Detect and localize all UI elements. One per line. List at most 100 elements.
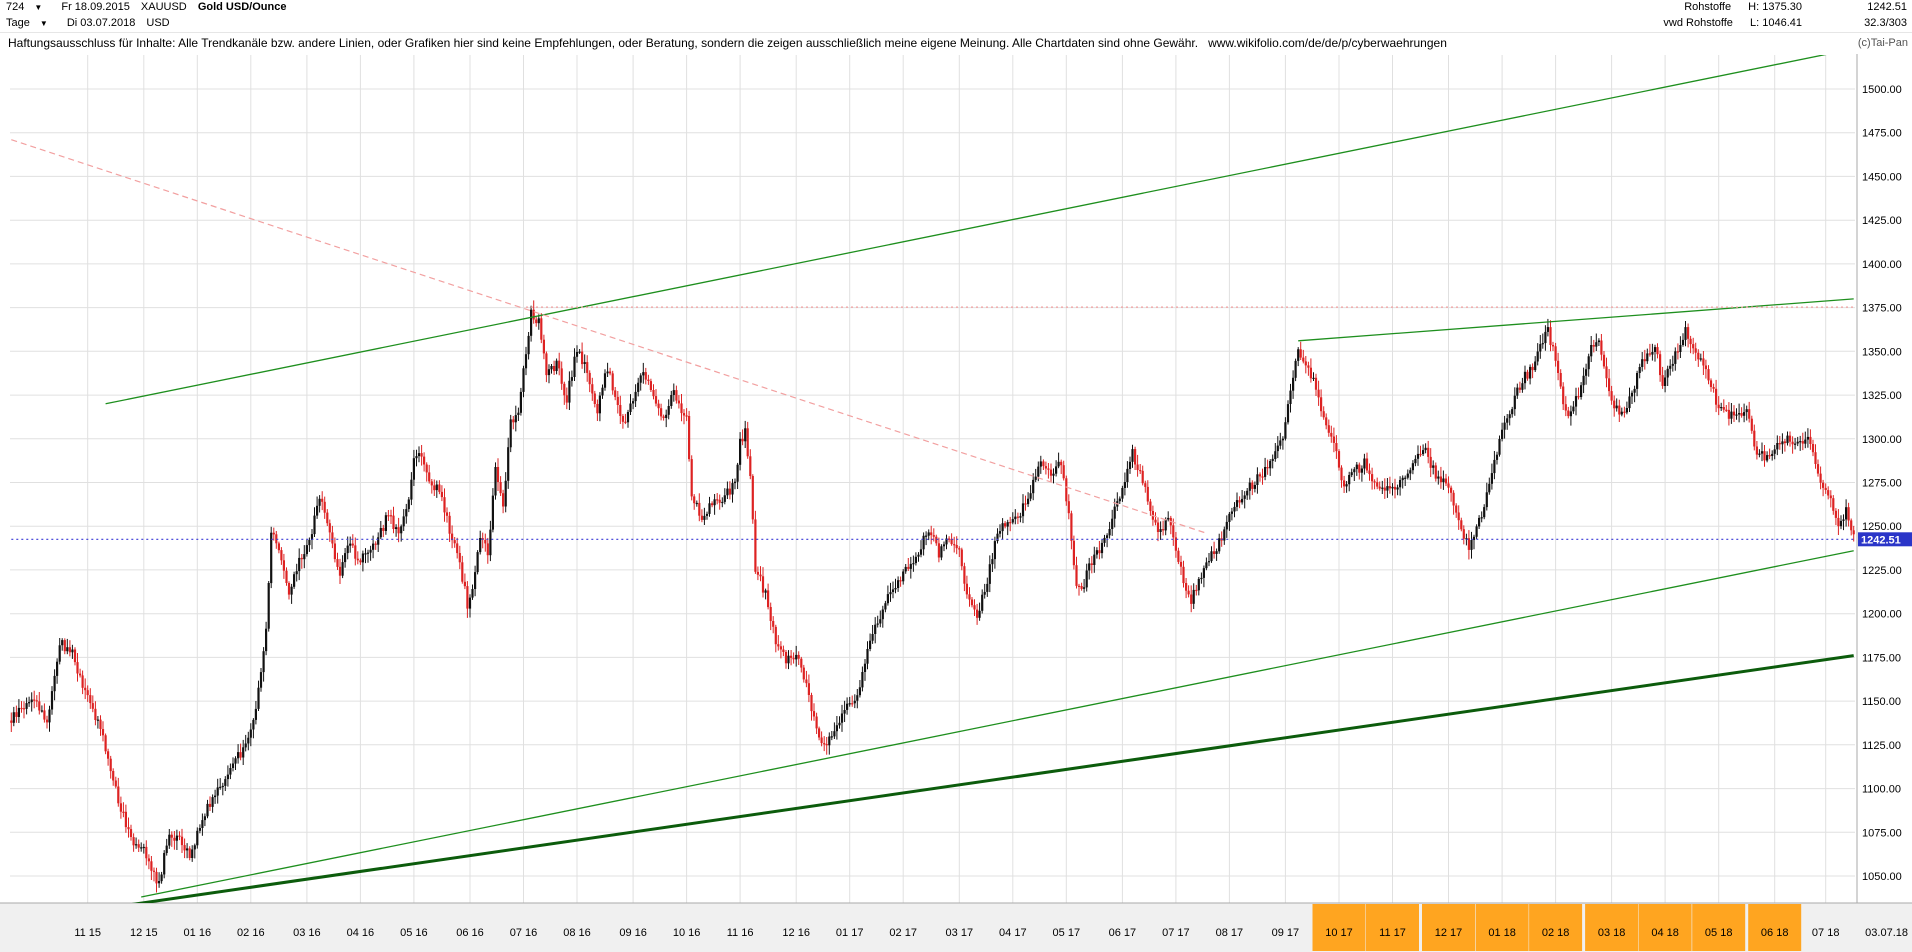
trend-lines	[11, 54, 1854, 913]
x-axis-label: 02 18	[1542, 927, 1570, 939]
price-axis-label: 1375.00	[1862, 303, 1902, 315]
x-axis-label: 09 16	[619, 927, 647, 939]
bars-count-value: 724	[6, 1, 25, 13]
rising-support-thin-line[interactable]	[141, 550, 1854, 898]
session-high-label: H: 1375.30	[1748, 1, 1802, 13]
x-axis-label: 06 17	[1109, 927, 1137, 939]
x-axis-label: 05 17	[1053, 927, 1081, 939]
x-axis-label: 02 17	[889, 927, 917, 939]
x-axis-label: 11 16	[727, 927, 754, 939]
time-axis: 11 15 12 15 01 16 02 16 03 16 04 16 05 16 06 16…	[0, 903, 1912, 952]
price-axis[interactable]: 1050.00 1075.00 1100.00 1125.00 1150.00 1175.…	[1862, 84, 1902, 883]
time-axis-highlight	[1422, 904, 1475, 951]
x-axis-label: 11 17	[1379, 927, 1406, 939]
price-axis-label: 1275.00	[1862, 478, 1902, 490]
time-axis-highlight	[1366, 904, 1419, 951]
copyright-label: (c)Tai-Pan	[1857, 37, 1908, 49]
x-axis-label: 07 16	[510, 927, 538, 939]
price-axis-label: 1125.00	[1862, 740, 1901, 752]
svg-text:1242.51: 1242.51	[1861, 534, 1901, 546]
chart-background	[0, 54, 1912, 952]
rising-support-thick-line[interactable]	[75, 654, 1854, 913]
price-axis-label: 1300.00	[1862, 434, 1902, 446]
x-axis-label: 06 18	[1761, 927, 1789, 939]
price-axis-label: 1400.00	[1862, 259, 1902, 271]
symbol-label: XAUUSD	[140, 1, 187, 13]
x-axis-label: 04 18	[1651, 927, 1679, 939]
feed-low-row: vwd Rohstoffe L: 1046.41	[1649, 17, 1802, 29]
price-axis-label: 1050.00	[1862, 871, 1902, 883]
recent-resistance-line[interactable]	[1298, 298, 1854, 342]
dropdown-arrow-icon: ▼	[39, 19, 48, 28]
x-axis-label: 07 18	[1812, 927, 1840, 939]
session-low-label: L: 1046.41	[1750, 17, 1802, 29]
x-axis-label: 12 16	[782, 927, 810, 939]
x-axis-label: 08 16	[563, 927, 591, 939]
dropdown-arrow-icon: ▼	[34, 3, 43, 12]
price-chart[interactable]: 1050.00 1075.00 1100.00 1125.00 1150.00 1175.…	[0, 54, 1912, 952]
price-axis-label: 1075.00	[1862, 827, 1902, 839]
disclaimer-url[interactable]: www.wikifolio.com/de/de/p/cyberwaehrunge…	[1208, 36, 1447, 50]
price-axis-label: 1500.00	[1862, 84, 1902, 96]
disclaimer-text: Haftungsausschluss für Inhalte: Alle Tre…	[8, 36, 1199, 50]
x-axis-label: 10 17	[1325, 927, 1353, 939]
x-axis-label: 11 15	[74, 927, 101, 939]
x-axis-label: 03 18	[1598, 927, 1626, 939]
price-axis-label: 1150.00	[1862, 696, 1901, 708]
x-axis-label: 05 16	[400, 927, 428, 939]
feed-high-row: Rohstoffe H: 1375.30	[1670, 1, 1802, 13]
x-axis-label: 12 15	[130, 927, 158, 939]
x-axis-label: 04 17	[999, 927, 1027, 939]
instrument-title: Gold USD/Ounce	[197, 1, 287, 13]
period-dropdown[interactable]: Tage ▼	[6, 17, 56, 29]
x-axis-label: 01 16	[184, 927, 212, 939]
price-axis-label: 1200.00	[1862, 609, 1902, 621]
time-axis-highlight	[1529, 904, 1583, 951]
chart-area: 1050.00 1075.00 1100.00 1125.00 1150.00 1175.…	[0, 54, 1912, 952]
disclaimer-bar: Haftungsausschluss für Inhalte: Alle Tre…	[0, 33, 1912, 54]
x-axis-label: 01 17	[836, 927, 864, 939]
feed-name-2: vwd Rohstoffe	[1663, 17, 1733, 29]
x-axis-label: 12 17	[1435, 927, 1463, 939]
bars-count-dropdown[interactable]: 724 ▼	[6, 1, 50, 13]
x-axis-label: 01 18	[1488, 927, 1516, 939]
x-axis-label: 03 17	[946, 927, 974, 939]
price-axis-label: 1175.00	[1862, 652, 1901, 664]
time-axis-highlight	[1748, 904, 1802, 951]
price-axis-label: 1425.00	[1862, 215, 1902, 227]
time-axis-highlight	[1312, 904, 1366, 951]
chart-header: 724 ▼ Fr 18.09.2015 XAUUSD Gold USD/Ounce…	[0, 0, 1912, 33]
x-axis-label: 04 16	[347, 927, 375, 939]
x-axis-label: 07 17	[1162, 927, 1190, 939]
time-axis-highlight	[1638, 904, 1692, 951]
feed-name: Rohstoffe	[1684, 1, 1732, 13]
last-price-readout: 1242.51	[1867, 1, 1907, 13]
rising-channel-upper-line[interactable]	[105, 54, 1854, 405]
x-axis-label: 06 16	[456, 927, 484, 939]
price-axis-label: 1250.00	[1862, 521, 1902, 533]
chart-end-date: Di 03.07.2018	[66, 17, 136, 29]
x-axis-label: 08 17	[1216, 927, 1244, 939]
price-axis-label: 1325.00	[1862, 390, 1902, 402]
time-axis-highlight	[1475, 904, 1529, 951]
chart-start-date: Fr 18.09.2015	[61, 1, 130, 13]
price-axis-label: 1225.00	[1862, 565, 1902, 577]
period-value: Tage	[6, 17, 30, 29]
x-axis-last-date: 03.07.18	[1865, 927, 1908, 939]
time-axis-highlight	[1692, 904, 1746, 951]
price-axis-label: 1350.00	[1862, 346, 1902, 358]
price-axis-label: 1100.00	[1862, 784, 1901, 796]
time-axis-highlight	[1585, 904, 1639, 951]
bar-info-ratio: 32.3/303	[1864, 17, 1907, 29]
candles	[10, 300, 1855, 893]
current-price-tag: 1242.51	[1858, 532, 1912, 547]
x-axis-label: 10 16	[673, 927, 701, 939]
header-row-2: Tage ▼ Di 03.07.2018 USD	[6, 17, 178, 29]
price-axis-label: 1450.00	[1862, 171, 1902, 183]
currency-label: USD	[146, 17, 170, 29]
price-axis-label: 1475.00	[1862, 128, 1902, 140]
x-axis-label: 03 16	[293, 927, 321, 939]
x-axis-label: 09 17	[1272, 927, 1300, 939]
header-row-1: 724 ▼ Fr 18.09.2015 XAUUSD Gold USD/Ounce	[6, 1, 294, 13]
